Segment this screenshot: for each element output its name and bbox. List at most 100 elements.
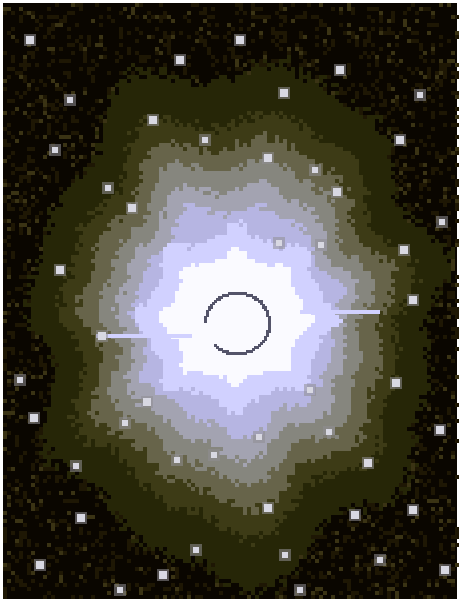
halo-pixel bbox=[147, 79, 151, 83]
halo-pixel bbox=[319, 111, 323, 115]
noise-pixel bbox=[55, 83, 59, 87]
noise-pixel bbox=[107, 7, 111, 11]
noise-pixel bbox=[103, 583, 107, 587]
halo-pixel bbox=[171, 107, 175, 111]
noise-pixel bbox=[399, 551, 403, 555]
noise-pixel bbox=[55, 99, 59, 103]
halo-pixel bbox=[167, 75, 171, 79]
noise-pixel bbox=[339, 519, 343, 523]
noise-pixel bbox=[367, 15, 371, 19]
noise-pixel bbox=[367, 587, 371, 591]
halo-pixel bbox=[295, 99, 299, 103]
noise-pixel bbox=[447, 407, 451, 411]
noise-pixel bbox=[255, 7, 259, 11]
noise-pixel bbox=[311, 555, 315, 559]
noise-pixel bbox=[15, 539, 19, 543]
noise-pixel bbox=[7, 495, 11, 499]
noise-pixel bbox=[99, 119, 103, 123]
halo-pixel bbox=[363, 127, 367, 131]
noise-pixel bbox=[119, 71, 123, 75]
halo-pixel bbox=[135, 115, 139, 119]
halo-pixel bbox=[167, 131, 171, 135]
noise-pixel bbox=[279, 39, 283, 43]
noise-pixel bbox=[403, 579, 407, 583]
noise-pixel bbox=[195, 583, 199, 587]
noise-pixel bbox=[139, 587, 143, 591]
noise-pixel bbox=[455, 151, 459, 155]
noise-pixel bbox=[367, 503, 371, 507]
noise-pixel bbox=[279, 587, 283, 591]
noise-pixel bbox=[443, 279, 447, 283]
noise-pixel bbox=[143, 571, 147, 575]
halo-pixel bbox=[351, 135, 355, 139]
halo-pixel bbox=[319, 91, 323, 95]
noise-pixel bbox=[411, 435, 415, 439]
noise-pixel bbox=[95, 503, 99, 507]
noise-pixel bbox=[35, 475, 39, 479]
noise-pixel bbox=[87, 35, 91, 39]
noise-pixel bbox=[415, 491, 419, 495]
halo-pixel bbox=[315, 95, 319, 99]
noise-pixel bbox=[55, 179, 59, 183]
noise-pixel bbox=[163, 35, 167, 39]
noise-pixel bbox=[371, 27, 375, 31]
halo-pixel bbox=[251, 107, 255, 111]
halo-pixel bbox=[311, 99, 315, 103]
noise-pixel bbox=[427, 559, 431, 563]
noise-pixel bbox=[387, 59, 391, 63]
halo-pixel bbox=[283, 75, 287, 79]
halo-pixel bbox=[283, 127, 287, 131]
halo-pixel bbox=[215, 87, 219, 91]
noise-pixel bbox=[403, 95, 407, 99]
halo-pixel bbox=[259, 79, 263, 83]
noise-pixel bbox=[251, 23, 255, 27]
noise-pixel bbox=[187, 575, 191, 579]
noise-pixel bbox=[215, 23, 219, 27]
noise-pixel bbox=[359, 555, 363, 559]
halo-pixel bbox=[143, 87, 147, 91]
noise-pixel bbox=[431, 143, 435, 147]
noise-pixel bbox=[3, 355, 7, 359]
noise-pixel bbox=[91, 75, 95, 79]
noise-pixel bbox=[7, 31, 11, 35]
noise-pixel bbox=[83, 143, 87, 147]
halo-pixel bbox=[235, 91, 239, 95]
halo-pixel bbox=[379, 119, 383, 123]
noise-pixel bbox=[235, 55, 239, 59]
noise-pixel bbox=[371, 51, 375, 55]
noise-pixel bbox=[15, 543, 19, 547]
halo-pixel bbox=[167, 127, 171, 131]
halo-pixel bbox=[223, 131, 227, 135]
noise-pixel bbox=[3, 87, 7, 91]
halo-pixel bbox=[167, 99, 171, 103]
noise-pixel bbox=[451, 291, 455, 295]
noise-pixel bbox=[423, 543, 427, 547]
noise-pixel bbox=[427, 135, 431, 139]
halo-pixel bbox=[267, 91, 271, 95]
halo-pixel bbox=[271, 131, 275, 135]
noise-pixel bbox=[31, 127, 35, 131]
halo-pixel bbox=[119, 135, 123, 139]
halo-pixel bbox=[263, 107, 267, 111]
noise-pixel bbox=[355, 591, 359, 595]
noise-pixel bbox=[71, 571, 75, 575]
noise-pixel bbox=[35, 347, 39, 351]
noise-pixel bbox=[95, 567, 99, 571]
halo-pixel bbox=[303, 75, 307, 79]
noise-pixel bbox=[27, 155, 31, 159]
noise-pixel bbox=[415, 67, 419, 71]
halo-pixel bbox=[287, 83, 291, 87]
noise-pixel bbox=[335, 531, 339, 535]
halo-pixel bbox=[159, 99, 163, 103]
halo-pixel bbox=[223, 99, 227, 103]
noise-pixel bbox=[139, 3, 143, 7]
noise-pixel bbox=[375, 547, 379, 551]
halo-pixel bbox=[351, 111, 355, 115]
halo-pixel bbox=[95, 131, 99, 135]
halo-pixel bbox=[179, 87, 183, 91]
halo-pixel bbox=[271, 123, 275, 127]
noise-pixel bbox=[399, 483, 403, 487]
noise-pixel bbox=[447, 235, 451, 239]
noise-pixel bbox=[443, 187, 447, 191]
halo-pixel bbox=[255, 71, 259, 75]
